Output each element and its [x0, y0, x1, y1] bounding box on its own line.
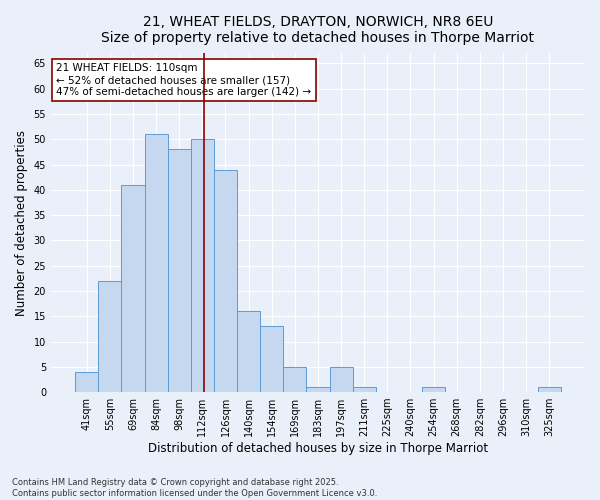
Text: Contains HM Land Registry data © Crown copyright and database right 2025.
Contai: Contains HM Land Registry data © Crown c…: [12, 478, 377, 498]
Y-axis label: Number of detached properties: Number of detached properties: [15, 130, 28, 316]
Text: 21 WHEAT FIELDS: 110sqm
← 52% of detached houses are smaller (157)
47% of semi-d: 21 WHEAT FIELDS: 110sqm ← 52% of detache…: [56, 64, 311, 96]
Title: 21, WHEAT FIELDS, DRAYTON, NORWICH, NR8 6EU
Size of property relative to detache: 21, WHEAT FIELDS, DRAYTON, NORWICH, NR8 …: [101, 15, 535, 45]
Bar: [353, 387, 376, 392]
Bar: [167, 150, 191, 392]
Bar: [307, 387, 329, 392]
Bar: [98, 281, 121, 392]
Bar: [191, 140, 214, 392]
Bar: [214, 170, 237, 392]
Bar: [237, 311, 260, 392]
Bar: [329, 367, 353, 392]
Bar: [145, 134, 167, 392]
X-axis label: Distribution of detached houses by size in Thorpe Marriot: Distribution of detached houses by size …: [148, 442, 488, 455]
Bar: [75, 372, 98, 392]
Bar: [283, 367, 307, 392]
Bar: [538, 387, 561, 392]
Bar: [260, 326, 283, 392]
Bar: [422, 387, 445, 392]
Bar: [121, 185, 145, 392]
